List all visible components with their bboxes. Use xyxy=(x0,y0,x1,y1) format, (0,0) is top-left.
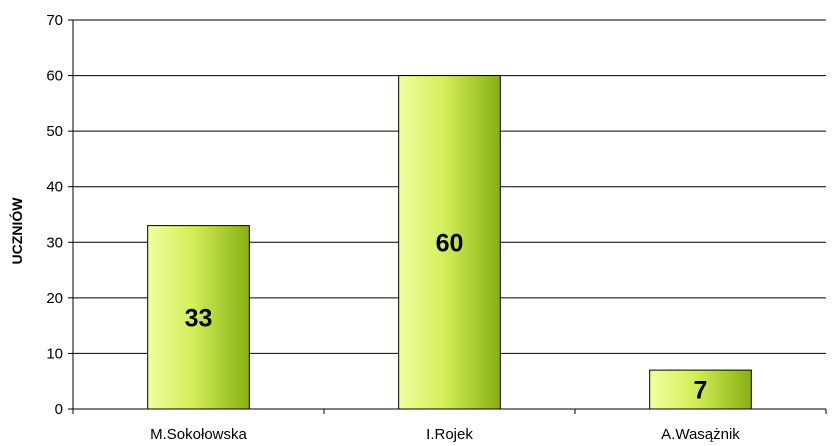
data-labels: 33 60 7 xyxy=(185,229,708,404)
y-axis-title: UCZNIÓW xyxy=(8,197,25,265)
data-label: 60 xyxy=(436,229,464,257)
y-tick-label: 0 xyxy=(55,401,63,418)
y-tick-label: 50 xyxy=(46,123,63,140)
data-label: 33 xyxy=(185,304,213,332)
bar xyxy=(649,369,752,410)
category-labels: M.Sokołowska I.Rojek A.Wasążnik xyxy=(150,426,740,443)
category-label: M.Sokołowska xyxy=(150,426,247,443)
y-tick-label: 40 xyxy=(46,179,63,196)
y-tick-label: 10 xyxy=(46,345,63,362)
y-tick-label: 70 xyxy=(46,12,63,29)
y-tick-label: 20 xyxy=(46,290,63,307)
category-label: A.Wasążnik xyxy=(661,426,740,443)
bars xyxy=(147,75,752,410)
y-tick-label: 30 xyxy=(46,234,63,251)
y-tick-label: 60 xyxy=(46,68,63,85)
data-label: 7 xyxy=(694,377,708,405)
category-label: I.Rojek xyxy=(426,426,473,443)
bar xyxy=(147,225,250,410)
bar xyxy=(398,75,501,410)
y-tick-labels: 0 10 20 30 40 50 60 70 xyxy=(46,12,63,418)
